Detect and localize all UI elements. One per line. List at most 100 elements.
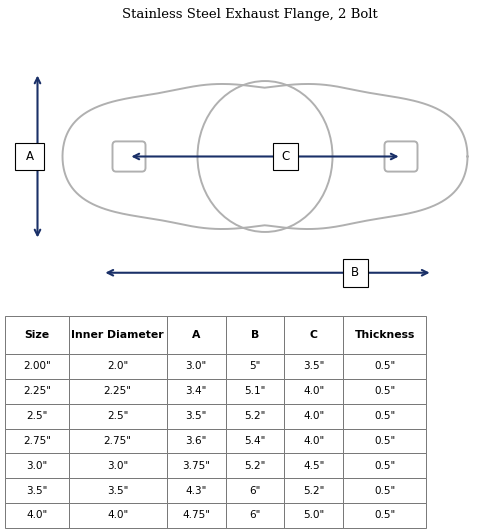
Bar	[343, 478, 426, 503]
Bar	[68, 503, 166, 528]
Bar	[226, 453, 284, 478]
Text: 0.5": 0.5"	[374, 361, 396, 372]
FancyBboxPatch shape	[272, 143, 297, 171]
Bar	[5, 379, 68, 404]
Bar	[226, 316, 284, 354]
Text: Inner Diameter: Inner Diameter	[72, 330, 164, 340]
Text: 2.5": 2.5"	[107, 411, 128, 421]
Bar	[284, 404, 343, 429]
Text: C: C	[281, 150, 289, 163]
FancyBboxPatch shape	[112, 142, 146, 172]
Text: 5.2": 5.2"	[244, 461, 266, 471]
Bar	[5, 503, 68, 528]
Bar	[68, 354, 166, 379]
Bar	[226, 354, 284, 379]
Text: 4.3": 4.3"	[186, 485, 207, 496]
Bar	[5, 429, 68, 453]
Text: 0.5": 0.5"	[374, 485, 396, 496]
Text: 3.5": 3.5"	[186, 411, 207, 421]
Text: 4.0": 4.0"	[303, 411, 324, 421]
Text: 5.0": 5.0"	[303, 510, 324, 520]
Bar	[343, 316, 426, 354]
FancyBboxPatch shape	[342, 259, 367, 287]
Text: 5.2": 5.2"	[244, 411, 266, 421]
Text: 2.25": 2.25"	[23, 386, 51, 396]
Bar	[284, 354, 343, 379]
Text: 4.0": 4.0"	[26, 510, 48, 520]
Bar	[166, 354, 226, 379]
Text: 2.75": 2.75"	[23, 436, 51, 446]
Bar	[166, 316, 226, 354]
Bar	[226, 404, 284, 429]
Text: 0.5": 0.5"	[374, 436, 396, 446]
Bar	[5, 453, 68, 478]
Text: 5.2": 5.2"	[303, 485, 324, 496]
Text: Size: Size	[24, 330, 50, 340]
Text: 5.4": 5.4"	[244, 436, 266, 446]
Bar	[284, 453, 343, 478]
Text: 0.5": 0.5"	[374, 386, 396, 396]
Bar	[166, 503, 226, 528]
Bar	[226, 478, 284, 503]
Text: 3.5": 3.5"	[303, 361, 324, 372]
Text: 4.0": 4.0"	[303, 386, 324, 396]
FancyBboxPatch shape	[384, 142, 418, 172]
Bar	[5, 478, 68, 503]
Bar	[166, 478, 226, 503]
Text: B: B	[251, 330, 259, 340]
Text: 3.75": 3.75"	[182, 461, 210, 471]
Text: 4.0": 4.0"	[107, 510, 128, 520]
Text: 4.0": 4.0"	[303, 436, 324, 446]
Bar	[284, 478, 343, 503]
Text: 3.4": 3.4"	[186, 386, 207, 396]
Bar	[343, 379, 426, 404]
FancyBboxPatch shape	[15, 143, 44, 171]
Bar	[343, 354, 426, 379]
Text: 3.0": 3.0"	[26, 461, 48, 471]
Text: A: A	[192, 330, 200, 340]
Text: C: C	[310, 330, 318, 340]
Text: A: A	[26, 150, 34, 163]
Text: 2.75": 2.75"	[104, 436, 132, 446]
Bar	[166, 404, 226, 429]
Text: B: B	[351, 266, 359, 279]
Text: Thickness: Thickness	[354, 330, 415, 340]
Text: 3.5": 3.5"	[107, 485, 128, 496]
Bar	[5, 354, 68, 379]
Text: 3.0": 3.0"	[186, 361, 206, 372]
Bar	[284, 316, 343, 354]
Text: 2.25": 2.25"	[104, 386, 132, 396]
Bar	[166, 429, 226, 453]
Bar	[166, 453, 226, 478]
Text: 4.5": 4.5"	[303, 461, 324, 471]
Text: 2.5": 2.5"	[26, 411, 48, 421]
Bar	[166, 379, 226, 404]
Bar	[343, 503, 426, 528]
Bar	[284, 379, 343, 404]
Bar	[5, 404, 68, 429]
Bar	[68, 453, 166, 478]
Text: 2.0": 2.0"	[107, 361, 128, 372]
Text: 0.5": 0.5"	[374, 461, 396, 471]
Bar	[68, 404, 166, 429]
Bar	[68, 379, 166, 404]
Bar	[226, 503, 284, 528]
Text: 5.1": 5.1"	[244, 386, 266, 396]
Text: 3.6": 3.6"	[186, 436, 207, 446]
Text: 2.00": 2.00"	[23, 361, 50, 372]
Text: 3.0": 3.0"	[107, 461, 128, 471]
Text: 5": 5"	[249, 361, 260, 372]
Bar	[68, 316, 166, 354]
Text: 6": 6"	[249, 485, 260, 496]
Text: 0.5": 0.5"	[374, 411, 396, 421]
Text: 4.75": 4.75"	[182, 510, 210, 520]
Bar	[68, 429, 166, 453]
Bar	[226, 379, 284, 404]
Bar	[343, 429, 426, 453]
Text: 6": 6"	[249, 510, 260, 520]
Bar	[343, 404, 426, 429]
Bar	[343, 453, 426, 478]
Text: 0.5": 0.5"	[374, 510, 396, 520]
Text: 3.5": 3.5"	[26, 485, 48, 496]
Bar	[284, 503, 343, 528]
